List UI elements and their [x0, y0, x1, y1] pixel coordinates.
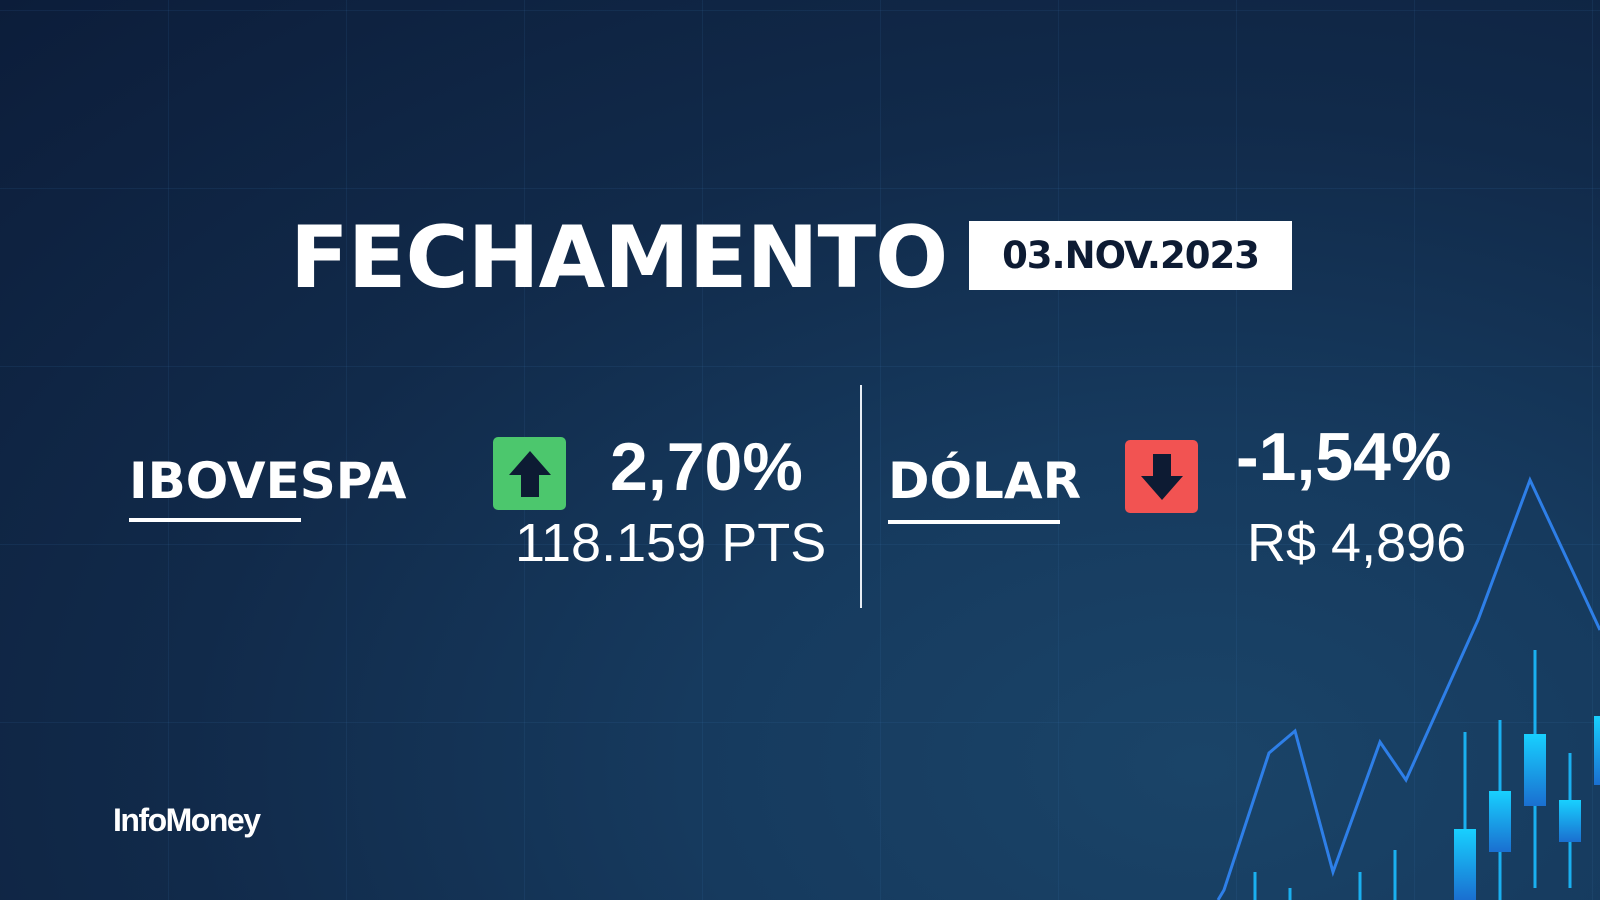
dolar-label: DÓLAR	[888, 452, 1082, 510]
ibovespa-label: IBOVESPA	[129, 452, 407, 510]
arrow-up-icon	[508, 450, 551, 497]
dolar-price: R$ 4,896	[1247, 513, 1467, 573]
candlesticks	[1253, 650, 1600, 900]
candle-body	[1524, 734, 1546, 806]
candle-body	[1559, 800, 1581, 842]
infomoney-logo: InfoMoney	[113, 802, 261, 838]
candle-body	[1594, 716, 1600, 785]
date-badge: 03.NOV.2023	[969, 221, 1292, 290]
ibovespa-points: 118.159 PTS	[515, 513, 827, 573]
dolar-change: -1,54%	[1236, 419, 1452, 495]
section-divider	[860, 385, 862, 608]
up-arrow-badge	[493, 437, 566, 510]
arrow-down-icon	[1140, 453, 1183, 500]
ibovespa-underline	[129, 518, 301, 522]
page-title: FECHAMENTO	[290, 208, 948, 308]
trend-line	[1216, 476, 1600, 900]
candle-body	[1454, 829, 1476, 900]
date-text: 03.NOV.2023	[1002, 234, 1260, 277]
down-arrow-badge	[1125, 440, 1198, 513]
dolar-underline	[888, 520, 1060, 524]
candle-body	[1489, 791, 1511, 852]
ibovespa-change: 2,70%	[610, 429, 803, 505]
